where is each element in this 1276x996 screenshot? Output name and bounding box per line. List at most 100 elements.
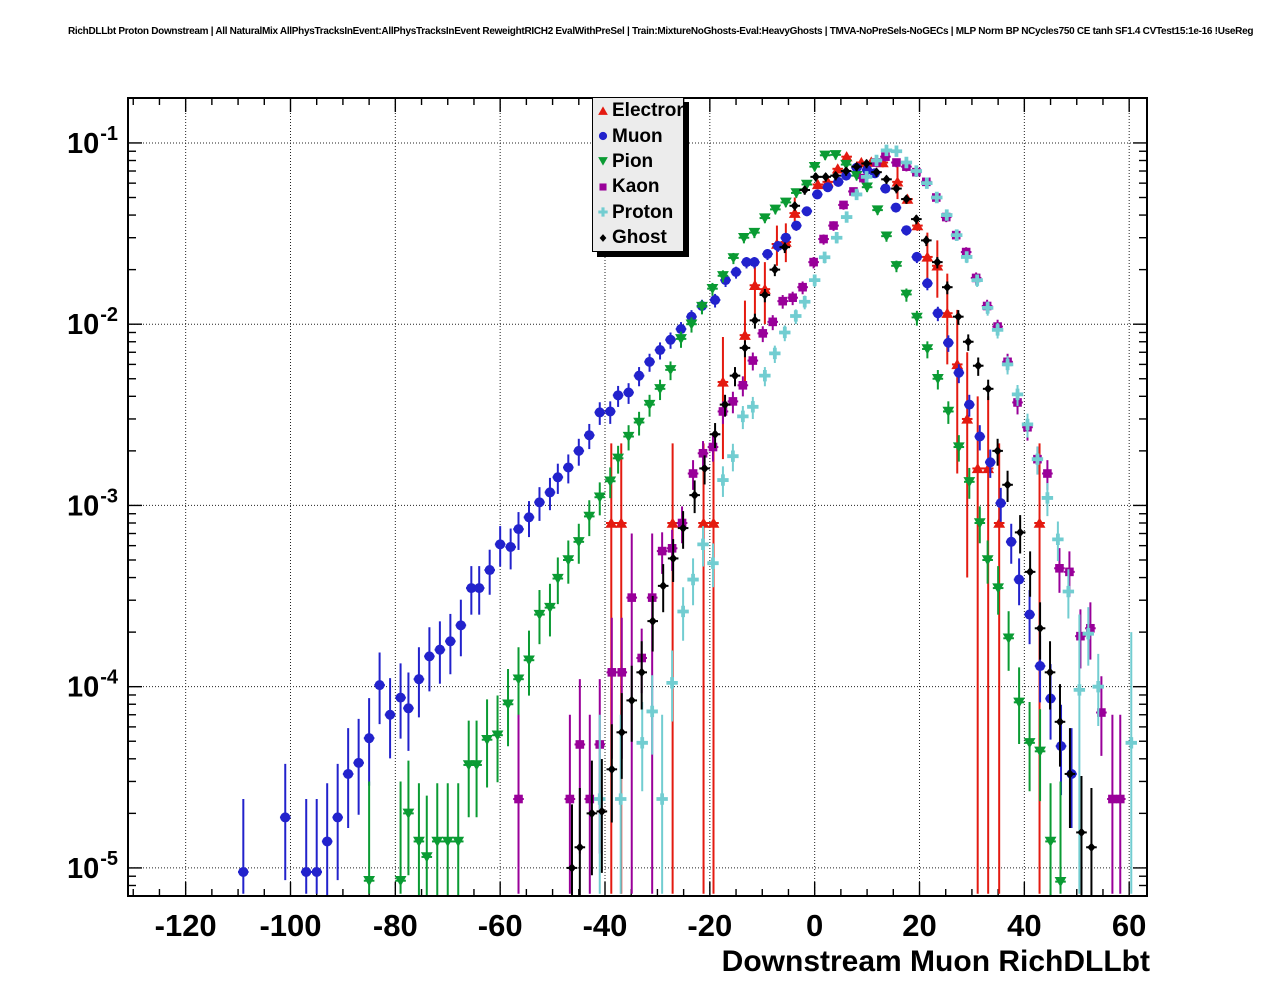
- data-point: [900, 289, 913, 301]
- data-point: [395, 692, 406, 703]
- data-point: [984, 384, 993, 394]
- data-point: [710, 429, 720, 439]
- x-tick-label: 60: [1112, 908, 1146, 943]
- data-point: [758, 283, 771, 294]
- data-point: [821, 172, 830, 182]
- data-point: [466, 583, 477, 594]
- data-point: [646, 705, 658, 718]
- data-point: [727, 450, 739, 462]
- data-point: [911, 251, 922, 262]
- data-point: [964, 337, 973, 347]
- data-point: [749, 257, 760, 268]
- data-point: [644, 356, 655, 367]
- data-point: [424, 651, 435, 662]
- data-point: [455, 620, 466, 631]
- data-point: [768, 317, 778, 327]
- data-point: [831, 163, 844, 174]
- data-point: [1016, 527, 1025, 538]
- data-point: [740, 343, 750, 353]
- data-point: [1055, 563, 1064, 573]
- data-point: [974, 431, 985, 442]
- data-point: [921, 344, 934, 355]
- data-point: [942, 406, 955, 418]
- data-point: [822, 182, 833, 193]
- data-point: [992, 583, 1005, 594]
- data-point: [788, 207, 801, 218]
- data-point: [880, 183, 891, 194]
- data-point: [790, 188, 803, 199]
- series-ghost: [566, 158, 1097, 896]
- data-point: [1002, 633, 1015, 644]
- data-point: [1024, 609, 1035, 620]
- legend-item-ghost: Ghost: [593, 225, 683, 250]
- data-point: [1014, 574, 1025, 585]
- data-point: [911, 219, 924, 231]
- data-point: [238, 866, 249, 877]
- data-point: [605, 517, 618, 528]
- data-point: [788, 293, 797, 303]
- data-point: [575, 740, 585, 749]
- data-point: [758, 329, 768, 338]
- data-point: [452, 836, 465, 848]
- data-point: [1031, 453, 1044, 465]
- data-point: [1021, 418, 1034, 431]
- data-point: [900, 156, 913, 169]
- data-point: [544, 487, 555, 498]
- data-point: [687, 573, 699, 586]
- data-point: [800, 179, 813, 191]
- data-point: [1054, 876, 1067, 888]
- data-point: [575, 842, 584, 852]
- data-point: [495, 539, 506, 550]
- data-point: [953, 367, 964, 378]
- plot-title: RichDLLbt Proton Downstream | All Natura…: [68, 26, 1254, 37]
- data-point: [280, 812, 291, 823]
- data-point: [922, 235, 931, 246]
- data-point: [698, 448, 708, 458]
- data-point: [533, 609, 546, 621]
- data-point: [657, 546, 667, 556]
- data-point: [995, 498, 1006, 509]
- data-point: [700, 463, 709, 474]
- x-axis-title: Downstream Muon RichDLLbt: [722, 945, 1150, 978]
- data-point: [790, 310, 802, 322]
- electron-marker-icon: [598, 106, 608, 115]
- data-point: [759, 369, 771, 382]
- data-point: [717, 376, 729, 387]
- data-point: [1033, 517, 1046, 528]
- pion-marker-icon: [598, 157, 608, 167]
- data-point: [1065, 567, 1074, 577]
- data-point: [991, 324, 1004, 336]
- data-point: [1026, 567, 1035, 577]
- data-point: [697, 538, 709, 551]
- data-point: [1045, 667, 1055, 678]
- data-point: [634, 370, 645, 381]
- data-point: [741, 257, 752, 268]
- legend-item-label: Proton: [612, 201, 674, 223]
- data-point: [971, 462, 984, 474]
- data-point: [332, 812, 343, 823]
- data-point: [394, 876, 407, 887]
- data-point: [617, 668, 627, 677]
- data-point: [615, 793, 627, 805]
- data-point: [666, 677, 678, 689]
- legend-item-label: Ghost: [612, 227, 667, 249]
- data-point: [839, 200, 848, 210]
- data-point: [842, 166, 851, 176]
- data-point: [840, 151, 853, 162]
- data-point: [664, 365, 677, 376]
- data-point: [552, 472, 563, 483]
- series-pion: [363, 150, 1067, 896]
- data-point: [829, 150, 842, 161]
- data-point: [659, 581, 668, 591]
- data-point: [514, 794, 523, 804]
- muon-marker-icon: [598, 131, 608, 141]
- data-point: [441, 836, 454, 848]
- data-point: [943, 282, 952, 292]
- data-point: [707, 517, 720, 528]
- data-point: [385, 709, 396, 720]
- data-point: [808, 161, 821, 173]
- data-point: [696, 301, 708, 313]
- data-point: [778, 296, 787, 306]
- data-point: [403, 703, 414, 714]
